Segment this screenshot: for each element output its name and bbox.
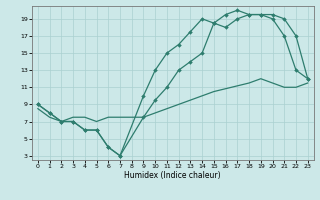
X-axis label: Humidex (Indice chaleur): Humidex (Indice chaleur): [124, 171, 221, 180]
